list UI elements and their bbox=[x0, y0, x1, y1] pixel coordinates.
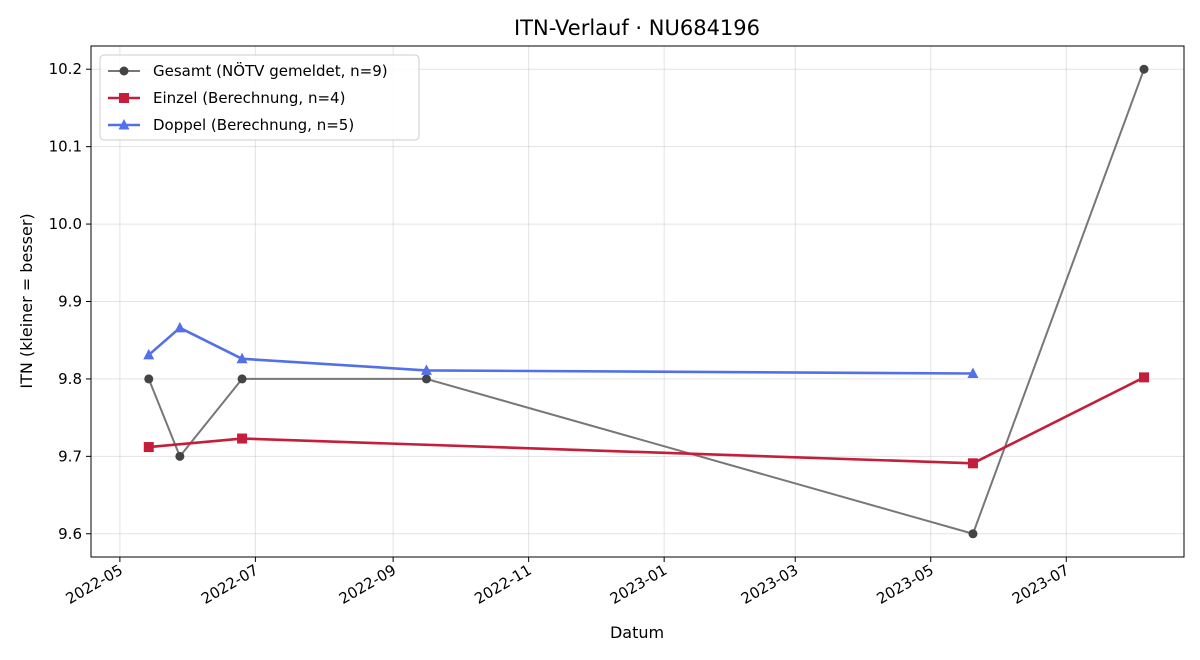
legend-label: Doppel (Berechnung, n=5) bbox=[153, 116, 354, 134]
y-tick-label: 9.6 bbox=[58, 525, 82, 543]
legend-marker bbox=[119, 93, 129, 103]
legend-label: Gesamt (NÖTV gemeldet, n=9) bbox=[153, 61, 388, 80]
data-point bbox=[1139, 372, 1150, 383]
legend-box bbox=[99, 54, 420, 141]
data-point bbox=[144, 374, 154, 384]
data-point bbox=[237, 433, 248, 444]
y-tick-label: 10.1 bbox=[49, 138, 82, 156]
y-tick-label: 9.8 bbox=[58, 370, 82, 388]
series-triangle bbox=[143, 321, 979, 379]
x-axis-label: Datum bbox=[610, 623, 664, 642]
data-point bbox=[967, 367, 979, 379]
y-axis-label: ITN (kleiner = besser) bbox=[17, 213, 36, 388]
series-line bbox=[148, 376, 1145, 465]
data-point bbox=[237, 374, 247, 384]
legend: Gesamt (NÖTV gemeldet, n=9) Einzel (Berec… bbox=[99, 54, 420, 141]
y-tick-label: 10.0 bbox=[49, 215, 82, 233]
data-point bbox=[175, 451, 185, 461]
y-tick-label: 10.2 bbox=[49, 60, 82, 78]
legend-marker bbox=[118, 119, 130, 130]
data-point bbox=[968, 529, 978, 539]
data-point bbox=[236, 352, 248, 364]
data-point bbox=[420, 364, 432, 375]
series-square bbox=[143, 372, 1150, 469]
y-tick-label: 9.9 bbox=[58, 293, 82, 311]
chart-title: ITN-Verlauf · NU684196 bbox=[514, 16, 760, 40]
data-point bbox=[421, 374, 431, 384]
series-layer bbox=[143, 64, 1150, 539]
legend-marker bbox=[119, 66, 129, 76]
data-point bbox=[143, 442, 154, 453]
data-point bbox=[1139, 64, 1149, 74]
y-tick-label: 9.7 bbox=[58, 447, 82, 465]
legend-label: Einzel (Berechnung, n=4) bbox=[153, 89, 345, 107]
data-point bbox=[143, 348, 155, 360]
data-point bbox=[174, 321, 186, 333]
data-point bbox=[967, 458, 978, 469]
